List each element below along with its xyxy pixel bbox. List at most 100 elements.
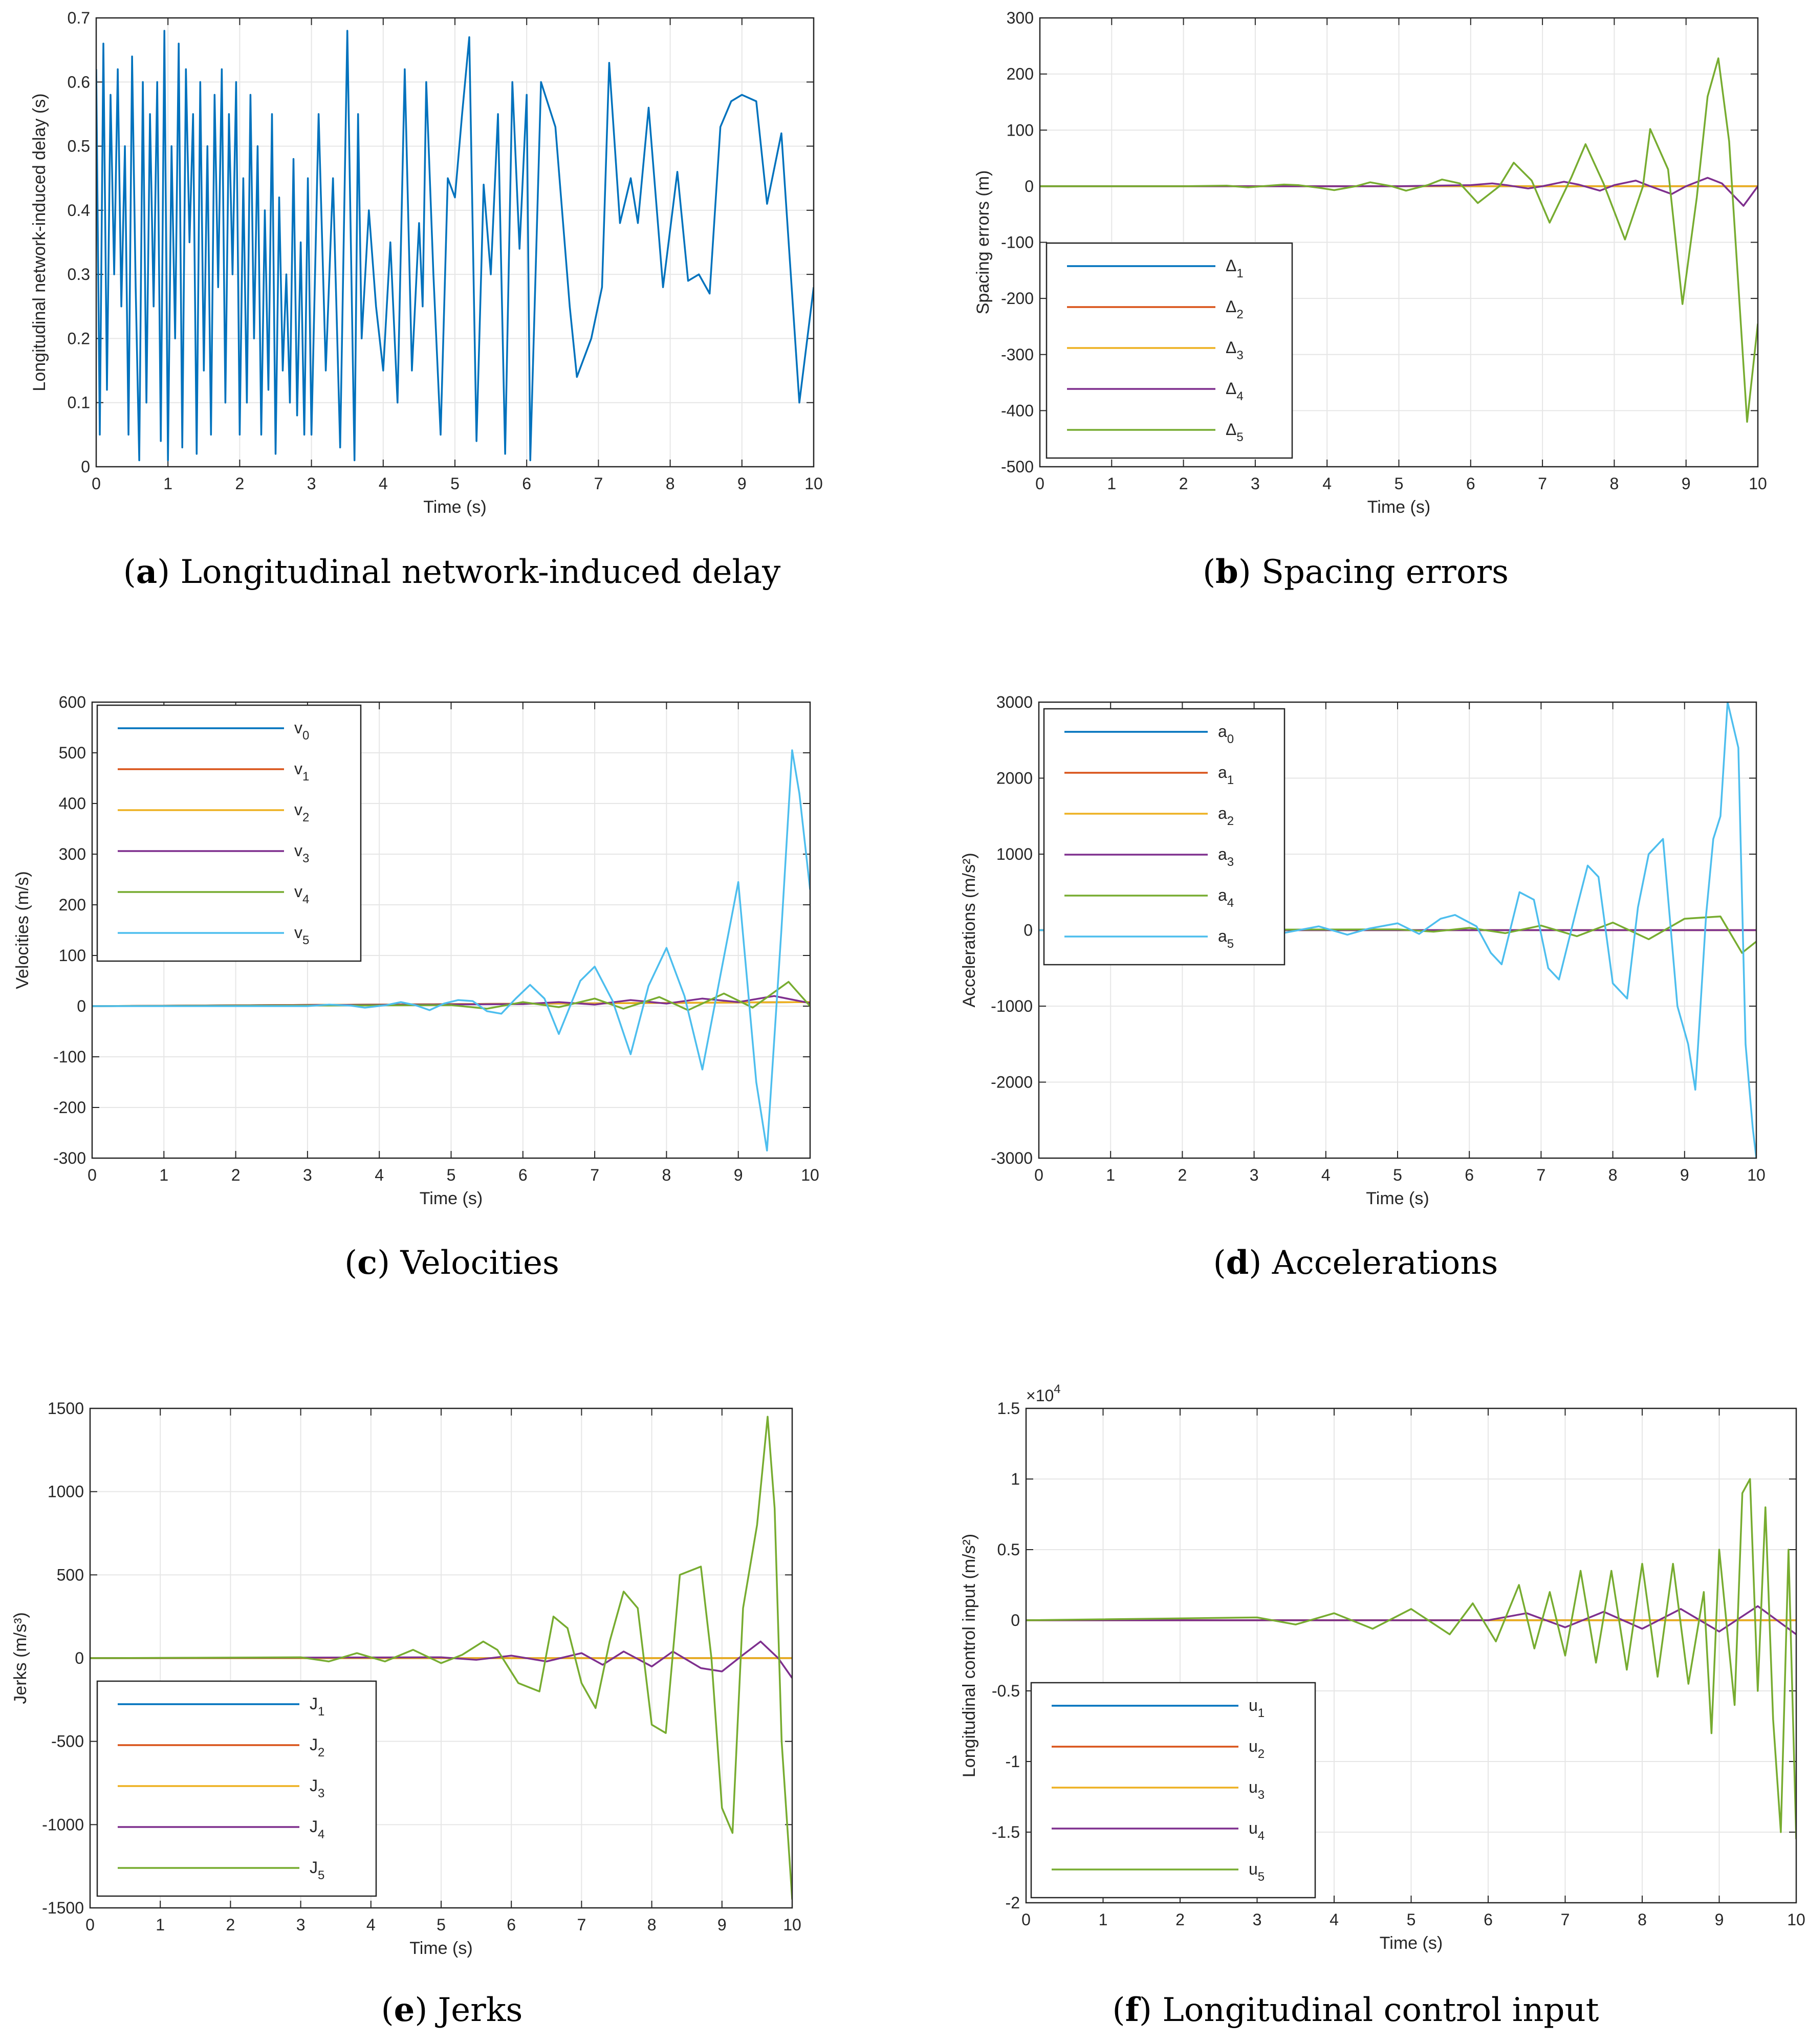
y-tick-label: -500 [51, 1732, 84, 1751]
series-line-v3 [92, 995, 810, 1007]
legend-label: v5 [294, 923, 309, 947]
x-axis-label: Time (s) [1380, 1933, 1443, 1953]
legend-label: v3 [294, 841, 309, 865]
series-line-v5 [92, 749, 810, 1151]
y-tick-label: -2000 [991, 1073, 1033, 1092]
y-tick-label: -200 [53, 1098, 86, 1117]
y-tick-label: 1000 [996, 845, 1033, 863]
x-tick-label: 5 [450, 474, 460, 493]
x-tick-label: 2 [1178, 1166, 1187, 1184]
y-tick-label: -0.5 [992, 1682, 1020, 1700]
legend-label: v1 [294, 759, 309, 784]
y-axis-label: Spacing errors (m) [973, 170, 993, 315]
legend-label: J5 [310, 1858, 324, 1882]
legend-label: u3 [1249, 1778, 1265, 1802]
y-tick-label: 500 [57, 1565, 84, 1584]
x-tick-label: 7 [577, 1916, 586, 1934]
y-tick-label: 1.5 [997, 1399, 1020, 1418]
legend-box [96, 1680, 377, 1897]
x-tick-label: 0 [1034, 1166, 1043, 1184]
legend-box [1030, 1682, 1316, 1899]
x-tick-label: 3 [307, 474, 316, 493]
y-tick-label: -2 [1006, 1894, 1020, 1912]
legend-label: v0 [294, 719, 309, 743]
y-tick-label: 0.7 [68, 9, 90, 27]
x-tick-label: 0 [1035, 474, 1044, 493]
x-tick-label: 8 [1608, 1166, 1618, 1184]
legend-label: Δ2 [1226, 297, 1244, 321]
y-tick-label: 0.1 [68, 394, 90, 412]
x-tick-label: 1 [156, 1916, 165, 1934]
y-tick-label: 0 [75, 1649, 84, 1667]
y-tick-label: 0.5 [68, 137, 90, 156]
legend-label: J2 [310, 1735, 324, 1759]
x-tick-label: 7 [1537, 1166, 1546, 1184]
x-tick-label: 4 [379, 474, 388, 493]
legend-label: Δ3 [1226, 338, 1244, 362]
x-tick-label: 5 [1393, 1166, 1402, 1184]
y-tick-label: 0.4 [68, 201, 90, 220]
x-tick-label: 2 [1175, 1910, 1185, 1929]
chart-b: 0 1 2 3 4 5 6 7 8 9 10 -500 -400 -300 -200 -100 0 100 200 3… [973, 9, 1767, 517]
x-tick-label: 1 [163, 474, 172, 493]
y-tick-label: 0 [81, 458, 90, 476]
chart-f: 0 1 2 3 4 5 6 7 8 9 10 -2 -1.5 -1 -0.5 0 0.5 1 1.5 Time (s)… [960, 1382, 1805, 1953]
x-tick-label: 7 [1561, 1910, 1570, 1929]
series-line [96, 30, 814, 462]
y-tick-label: 0.5 [997, 1540, 1020, 1559]
legend-label: a4 [1218, 886, 1234, 910]
y-tick-label: 1 [1011, 1470, 1020, 1488]
legend-label: v4 [294, 882, 309, 906]
x-tick-label: 10 [804, 474, 823, 493]
caption-c: (c) Velocities [344, 1244, 559, 1282]
y-tick-label: 0 [1011, 1611, 1020, 1629]
x-tick-label: 0 [92, 474, 101, 493]
x-tick-label: 1 [1107, 474, 1116, 493]
y-tick-label: 600 [59, 693, 86, 711]
legend: v0 v1 v2 v3 v4 v5 [96, 704, 362, 962]
x-tick-label: 2 [235, 474, 245, 493]
x-tick-label: 1 [1099, 1910, 1108, 1929]
x-tick-label: 4 [366, 1916, 376, 1934]
x-tick-label: 1 [1106, 1166, 1115, 1184]
axes-box [89, 1407, 793, 1909]
x-tick-label: 7 [1538, 474, 1547, 493]
legend-label: a1 [1218, 763, 1234, 787]
series-line-u5 [1026, 1478, 1796, 1839]
x-tick-label: 3 [296, 1916, 306, 1934]
legend-box [1043, 708, 1286, 966]
x-tick-label: 2 [226, 1916, 235, 1934]
x-tick-label: 2 [231, 1166, 241, 1184]
y-tick-label: 400 [59, 794, 86, 813]
x-tick-label: 5 [1395, 474, 1404, 493]
x-tick-label: 2 [1179, 474, 1188, 493]
legend: a0 a1 a2 a3 a4 a5 [1043, 708, 1286, 966]
legend: Δ1 Δ2 Δ3 Δ4 Δ5 [1045, 242, 1293, 459]
axes-box [1025, 1407, 1797, 1904]
x-tick-label: 9 [1715, 1910, 1724, 1929]
series-line-J4 [90, 1640, 792, 1679]
x-tick-label: 6 [518, 1166, 528, 1184]
x-tick-label: 4 [1330, 1910, 1339, 1929]
legend-label: a0 [1218, 722, 1234, 746]
x-tick-label: 8 [1638, 1910, 1647, 1929]
y-tick-label: 0 [1023, 921, 1033, 940]
y-tick-label: 0 [1025, 177, 1034, 195]
legend-box [96, 704, 362, 962]
x-tick-label: 6 [1465, 1166, 1474, 1184]
legend: u1 u2 u3 u4 u5 [1030, 1682, 1316, 1899]
y-tick-label: 1500 [48, 1399, 84, 1418]
y-axis-label: Longitudinal control input (m/s²) [960, 1534, 979, 1777]
x-tick-label: 1 [159, 1166, 168, 1184]
y-tick-label: -1000 [991, 997, 1033, 1015]
y-tick-label: 200 [1007, 65, 1034, 83]
y-tick-label: -200 [1001, 289, 1034, 308]
x-tick-label: 10 [801, 1166, 819, 1184]
y-tick-label: -500 [1001, 458, 1034, 476]
x-tick-label: 3 [1253, 1910, 1262, 1929]
legend: J1 J2 J3 J4 J5 [96, 1680, 377, 1897]
y-tick-label: -300 [53, 1149, 86, 1167]
x-tick-label: 8 [647, 1916, 657, 1934]
x-tick-label: 6 [522, 474, 531, 493]
